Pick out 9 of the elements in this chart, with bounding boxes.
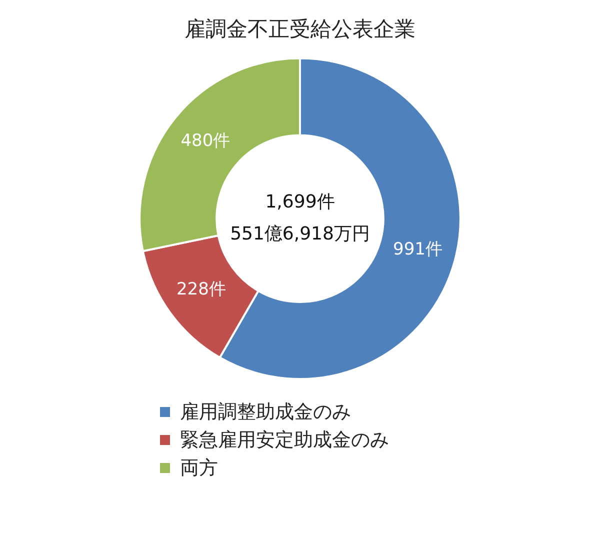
data-label: 991件 — [393, 240, 442, 260]
legend-label: 両方 — [180, 456, 218, 481]
data-label: 228件 — [176, 279, 226, 300]
legend-label: 緊急雇用安定助成金のみ — [180, 428, 389, 453]
data-label: 480件 — [180, 131, 230, 152]
legend-label: 雇用調整助成金のみ — [180, 400, 351, 425]
text: 1,699件 — [265, 191, 335, 212]
text: 551億6,918万円 — [230, 223, 370, 244]
chart-title: 雇調金不正受給公表企業 — [184, 17, 416, 42]
